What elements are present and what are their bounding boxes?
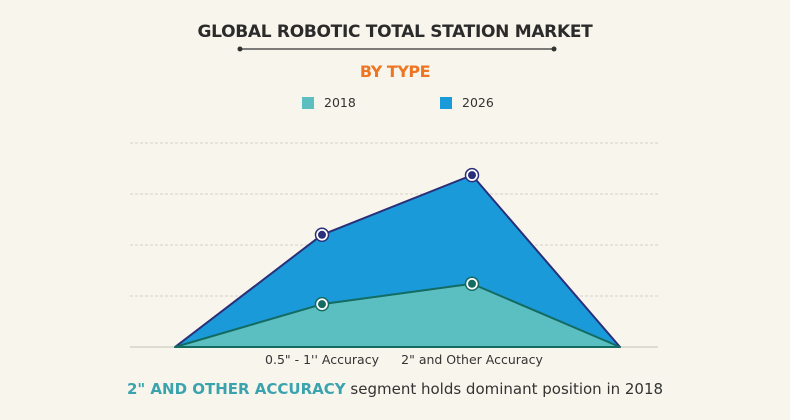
- chart-title: GLOBAL ROBOTIC TOTAL STATION MARKET: [197, 22, 593, 42]
- legend-item-2018: 2018: [302, 95, 356, 110]
- data-point-core-2026: [318, 230, 326, 239]
- legend-label-2018: 2018: [324, 95, 356, 110]
- data-point-core-2026: [468, 171, 476, 180]
- x-tick-label: 2" and Other Accuracy: [401, 352, 543, 367]
- caption-text: segment holds dominant position in 2018: [345, 380, 664, 398]
- legend-swatch-2026: [440, 96, 452, 109]
- underline-dot: [551, 46, 557, 52]
- legend-item-2026: 2026: [440, 95, 494, 110]
- data-point-core-2018: [318, 300, 326, 309]
- caption-highlight: 2" AND OTHER ACCURACY: [126, 380, 346, 398]
- x-tick-label: 0.5" - 1'' Accuracy: [265, 352, 380, 367]
- chart-subtitle: BY TYPE: [359, 62, 431, 81]
- legend-label-2026: 2026: [462, 95, 494, 110]
- chart-caption: 2" AND OTHER ACCURACY segment holds domi…: [0, 380, 790, 398]
- legend-swatch-2018: [302, 96, 314, 109]
- data-point-core-2018: [468, 279, 476, 288]
- underline-dot: [237, 46, 243, 52]
